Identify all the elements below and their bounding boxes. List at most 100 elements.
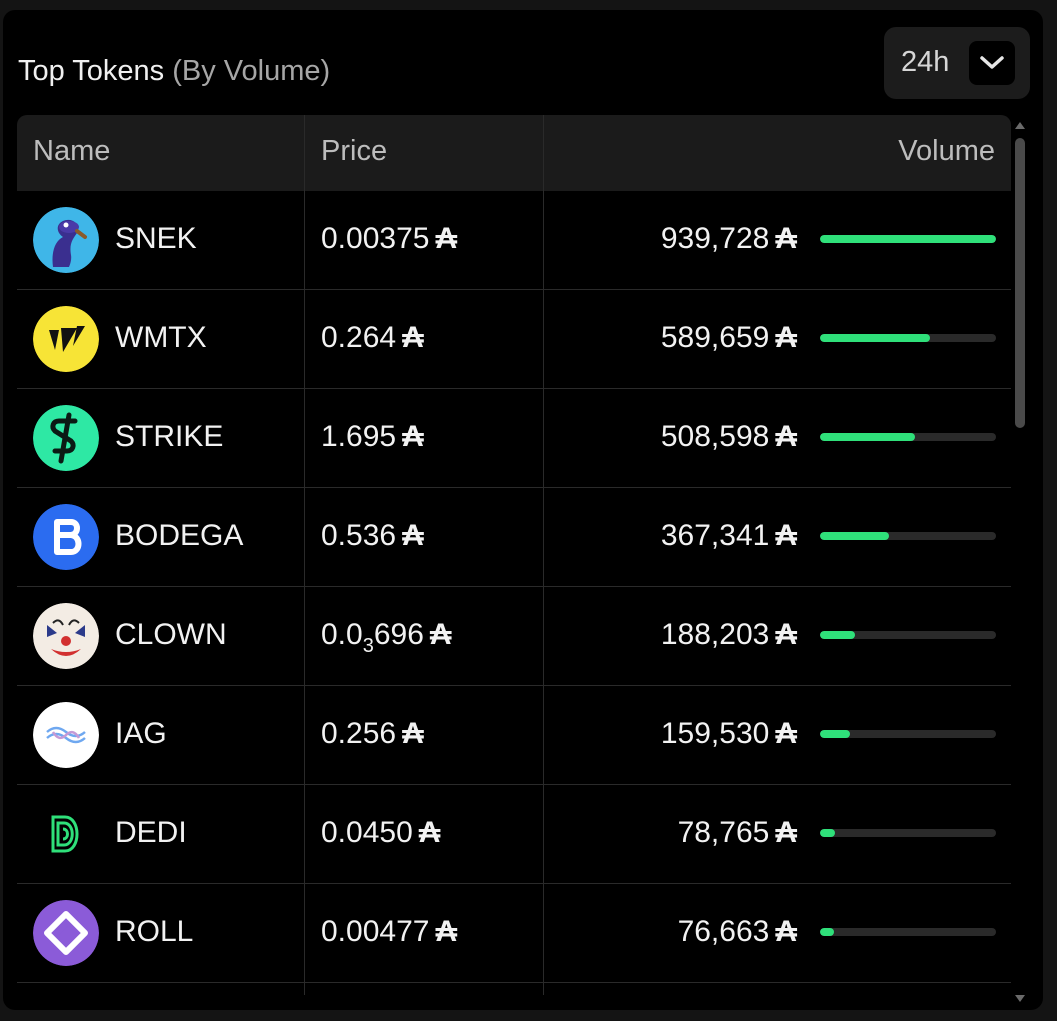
token-name: IAG — [115, 717, 167, 750]
column-divider — [543, 115, 544, 995]
token-volume: 367,341 ₳ — [661, 519, 797, 553]
scrollbar-thumb[interactable] — [1015, 138, 1025, 428]
table-row[interactable]: DEDI 0.0450 ₳ 78,765 ₳ — [17, 785, 1011, 884]
wmtx-icon — [33, 306, 99, 372]
price-zero-count: 3 — [362, 635, 374, 657]
ada-symbol-icon: ₳ — [402, 717, 424, 750]
token-volume: 589,659 ₳ — [661, 321, 797, 355]
period-label: 24h — [901, 46, 950, 78]
price-value: 0.536 — [321, 519, 397, 552]
ada-symbol-icon: ₳ — [402, 420, 424, 453]
token-price: 0.0450 ₳ — [321, 816, 440, 850]
ada-symbol-icon: ₳ — [775, 816, 797, 849]
token-volume: 939,728 ₳ — [661, 222, 797, 256]
token-volume: 76,663 ₳ — [678, 915, 797, 949]
ada-symbol-icon: ₳ — [775, 222, 797, 255]
ada-symbol-icon: ₳ — [418, 816, 441, 849]
column-header-volume[interactable]: Volume — [898, 135, 995, 167]
price-value: 0.00375 — [321, 222, 430, 255]
volume-bar — [820, 631, 996, 639]
volume-value: 589,659 — [660, 321, 770, 354]
dedi-icon — [33, 801, 99, 867]
ada-symbol-icon: ₳ — [429, 618, 452, 651]
strike-icon — [33, 405, 99, 471]
token-price: 0.536 ₳ — [321, 519, 424, 553]
price-value: 0.0450 — [321, 816, 413, 849]
volume-bar-fill — [820, 532, 889, 540]
roll-icon — [33, 900, 99, 966]
table-row[interactable]: SNEK 0.00375 ₳ 939,728 ₳ — [17, 191, 1011, 290]
price-value: 0.256 — [321, 717, 397, 750]
volume-bar — [820, 730, 996, 738]
token-volume: 188,203 ₳ — [661, 618, 797, 652]
panel-title: Top Tokens (By Volume) — [18, 55, 330, 88]
table-row[interactable]: ROLL 0.00477 ₳ 76,663 ₳ — [17, 884, 1011, 983]
table-row[interactable]: WMTX 0.264 ₳ 589,659 ₳ — [17, 290, 1011, 389]
ada-symbol-icon: ₳ — [775, 420, 797, 453]
token-name: STRIKE — [115, 420, 224, 453]
volume-value: 159,530 — [660, 717, 770, 750]
volume-bar-fill — [820, 631, 856, 639]
column-header-name[interactable]: Name — [33, 135, 111, 167]
volume-bar-fill — [820, 433, 916, 441]
token-price: 1.695 ₳ — [321, 420, 424, 454]
ada-symbol-icon: ₳ — [435, 915, 458, 948]
price-value: 1.695 — [321, 420, 397, 453]
volume-value: 367,341 — [660, 519, 770, 552]
table-row[interactable]: IAG 0.256 ₳ 159,530 ₳ — [17, 686, 1011, 785]
title-subtitle: (By Volume) — [172, 55, 331, 87]
chevron-down-icon[interactable] — [969, 41, 1015, 85]
volume-bar-fill — [820, 928, 835, 936]
volume-bar-fill — [820, 334, 931, 342]
volume-bar-fill — [820, 829, 835, 837]
volume-value: 78,765 — [677, 816, 770, 849]
scroll-down-icon[interactable] — [1015, 995, 1025, 1002]
volume-bar-fill — [820, 730, 850, 738]
ada-symbol-icon: ₳ — [402, 321, 424, 354]
ada-symbol-icon: ₳ — [775, 321, 797, 354]
token-name: WMTX — [115, 321, 207, 354]
price-prefix: 0.0 — [321, 618, 363, 651]
price-suffix: 696 — [373, 618, 424, 651]
volume-value: 188,203 — [660, 618, 770, 651]
volume-value: 76,663 — [677, 915, 770, 948]
volume-value: 508,598 — [660, 420, 770, 453]
scroll-up-icon[interactable] — [1015, 122, 1025, 129]
ada-symbol-icon: ₳ — [775, 519, 797, 552]
token-price: 0.00375 ₳ — [321, 222, 457, 256]
table-row[interactable]: STRIKE 1.695 ₳ 508,598 ₳ — [17, 389, 1011, 488]
volume-bar — [820, 928, 996, 936]
token-name: BODEGA — [115, 519, 244, 552]
volume-bar — [820, 334, 996, 342]
volume-bar-fill — [820, 235, 996, 243]
tokens-table: Name Price Volume SNEK 0.00375 ₳ 939,728 ₳ WM… — [17, 115, 1011, 995]
snek-icon — [33, 207, 99, 273]
token-price: 0.00477 ₳ — [321, 915, 457, 949]
table-row[interactable]: CLOWN 0.03696 ₳ 188,203 ₳ — [17, 587, 1011, 686]
ada-symbol-icon: ₳ — [775, 717, 797, 750]
token-price: 0.264 ₳ — [321, 321, 424, 355]
title-text: Top Tokens — [18, 55, 165, 87]
token-price: 0.03696 ₳ — [321, 618, 452, 658]
ada-symbol-icon: ₳ — [435, 222, 458, 255]
token-name: SNEK — [115, 222, 197, 255]
token-price: 0.256 ₳ — [321, 717, 424, 751]
volume-bar — [820, 433, 996, 441]
volume-bar — [820, 829, 996, 837]
scrollbar[interactable] — [1013, 122, 1027, 1002]
bodega-icon — [33, 504, 99, 570]
token-name: CLOWN — [115, 618, 227, 651]
column-divider — [304, 115, 305, 995]
token-volume: 159,530 ₳ — [661, 717, 797, 751]
clown-icon — [33, 603, 99, 669]
period-dropdown[interactable]: 24h — [884, 27, 1030, 99]
ada-symbol-icon: ₳ — [775, 915, 797, 948]
table-row[interactable]: BODEGA 0.536 ₳ 367,341 ₳ — [17, 488, 1011, 587]
column-header-price[interactable]: Price — [321, 135, 388, 167]
token-name: ROLL — [115, 915, 194, 948]
token-volume: 78,765 ₳ — [678, 816, 797, 850]
token-volume: 508,598 ₳ — [661, 420, 797, 454]
top-tokens-panel: Top Tokens (By Volume) 24h Name Price Vo… — [3, 10, 1043, 1010]
price-value: 0.264 — [321, 321, 397, 354]
volume-value: 939,728 — [660, 222, 770, 255]
